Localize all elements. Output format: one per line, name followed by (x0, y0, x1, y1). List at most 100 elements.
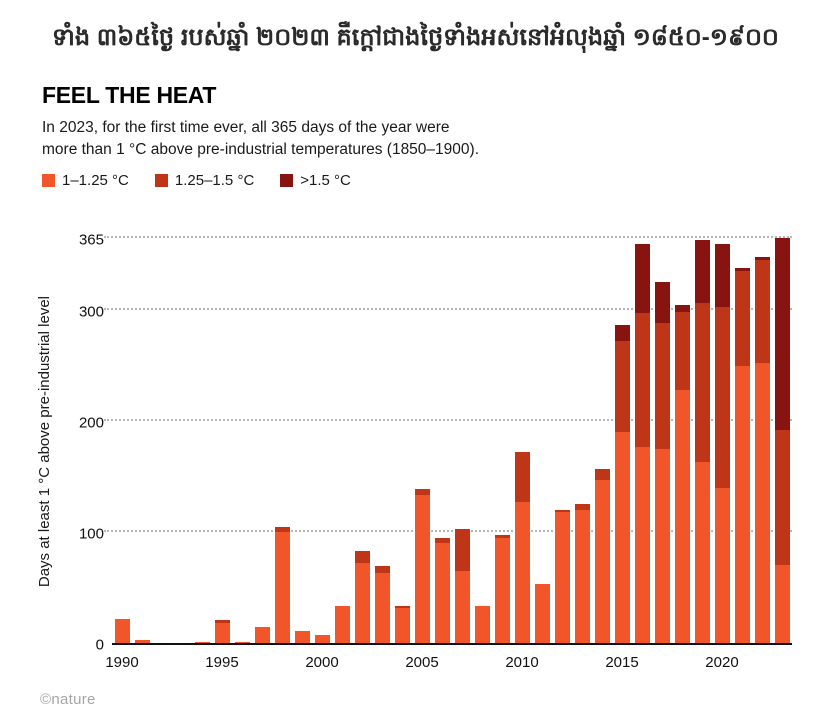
bar-slot-2020 (712, 238, 732, 643)
bar-slot-2003 (372, 238, 392, 643)
bar-segment (454, 570, 470, 643)
bar-slot-2013 (572, 238, 592, 643)
bar-slot-1990 (112, 238, 132, 643)
bar-slot-1992 (152, 238, 172, 643)
bar-segment (754, 260, 770, 364)
bar-segment (374, 566, 390, 574)
bar-segment (694, 303, 710, 463)
bar-slot-2016 (632, 238, 652, 643)
chart-title: FEEL THE HEAT (42, 82, 217, 108)
bar-slot-2019 (692, 238, 712, 643)
gridlines (104, 236, 792, 643)
bar-slot-2004 (392, 238, 412, 643)
bar-slot-2002 (352, 238, 372, 643)
legend-swatch-3 (280, 174, 294, 187)
bar-segment (654, 448, 670, 643)
bar-segment (774, 565, 790, 643)
gridline-200 (104, 419, 792, 422)
bar-slot-2018 (672, 238, 692, 643)
bar-slot-2023 (772, 238, 792, 643)
x-tick-2000: 2000 (305, 654, 339, 671)
bar-1994 (194, 641, 210, 643)
bar-segment (394, 606, 410, 608)
gridline-300 (104, 308, 792, 311)
bar-slot-2008 (472, 238, 492, 643)
bar-segment (574, 504, 590, 510)
bar-1998 (274, 526, 290, 643)
legend-label-1: 1–1.25 °C (62, 172, 129, 189)
x-tick-2015: 2015 (605, 654, 639, 671)
legend-label-3: >1.5 °C (300, 172, 351, 189)
bar-2005 (414, 488, 430, 643)
subtitle-line-2: more than 1 °C above pre-industrial temp… (42, 141, 479, 158)
y-tick-100: 100 (78, 525, 104, 543)
legend-item-2: 1.25–1.5 °C (154, 172, 254, 189)
bar-slot-2001 (332, 238, 352, 643)
bar-slot-2017 (652, 238, 672, 643)
bar-slot-2005 (412, 238, 432, 643)
bar-1997 (254, 627, 270, 643)
bar-2023 (774, 238, 790, 643)
bar-segment (734, 365, 750, 643)
bar-slot-2021 (732, 238, 752, 643)
x-tick-2020: 2020 (705, 654, 739, 671)
bar-segment (754, 363, 770, 643)
subtitle-line-1: In 2023, for the first time ever, all 36… (42, 119, 450, 136)
bar-slot-1995 (212, 238, 232, 643)
bar-slot-2014 (592, 238, 612, 643)
bar-segment (334, 606, 350, 643)
bar-segment (674, 304, 690, 313)
bar-slot-1998 (272, 238, 292, 643)
bar-segment (674, 312, 690, 391)
bar-slot-2000 (312, 238, 332, 643)
bar-slot-1999 (292, 238, 312, 643)
bar-1995 (214, 619, 230, 643)
bar-segment (754, 256, 770, 261)
bar-2011 (534, 584, 550, 643)
plot-area (104, 236, 792, 645)
bar-segment (434, 543, 450, 643)
bar-segment (714, 243, 730, 307)
bar-slot-2022 (752, 238, 772, 643)
bar-segment (214, 623, 230, 643)
bar-2016 (634, 243, 650, 643)
nature-credit: ©nature (40, 691, 96, 708)
bar-segment (454, 528, 470, 571)
bar-slot-1994 (192, 238, 212, 643)
bar-segment (614, 324, 630, 342)
bar-2014 (594, 468, 610, 643)
bar-2009 (494, 535, 510, 643)
gridline-100 (104, 530, 792, 533)
y-tick-365: 365 (78, 231, 104, 249)
bar-segment (414, 495, 430, 643)
bar-segment (734, 267, 750, 272)
legend-swatch-1 (42, 174, 55, 187)
bar-segment (554, 512, 570, 643)
bar-segment (234, 641, 250, 643)
bar-segment (534, 584, 550, 643)
bar-segment (634, 243, 650, 314)
bar-1999 (294, 630, 310, 643)
bar-segment (374, 573, 390, 643)
bar-2019 (694, 240, 710, 643)
bar-1996 (234, 641, 250, 643)
bar-segment (434, 537, 450, 544)
bar-2007 (454, 528, 470, 643)
bar-segment (774, 429, 790, 566)
y-tick-labels: 0 100 200 300 365 (58, 233, 104, 653)
bar-segment (614, 341, 630, 433)
bar-segment (614, 432, 630, 643)
y-tick-200: 200 (78, 414, 104, 432)
bar-2010 (514, 452, 530, 643)
bar-slot-2010 (512, 238, 532, 643)
bar-segment (354, 563, 370, 643)
bar-slot-2015 (612, 238, 632, 643)
bar-2020 (714, 243, 730, 643)
bar-segment (514, 452, 530, 503)
bar-segment (554, 509, 570, 513)
bar-slot-2009 (492, 238, 512, 643)
bar-segment (574, 509, 590, 643)
bar-slot-1991 (132, 238, 152, 643)
gridline-365 (104, 236, 792, 238)
